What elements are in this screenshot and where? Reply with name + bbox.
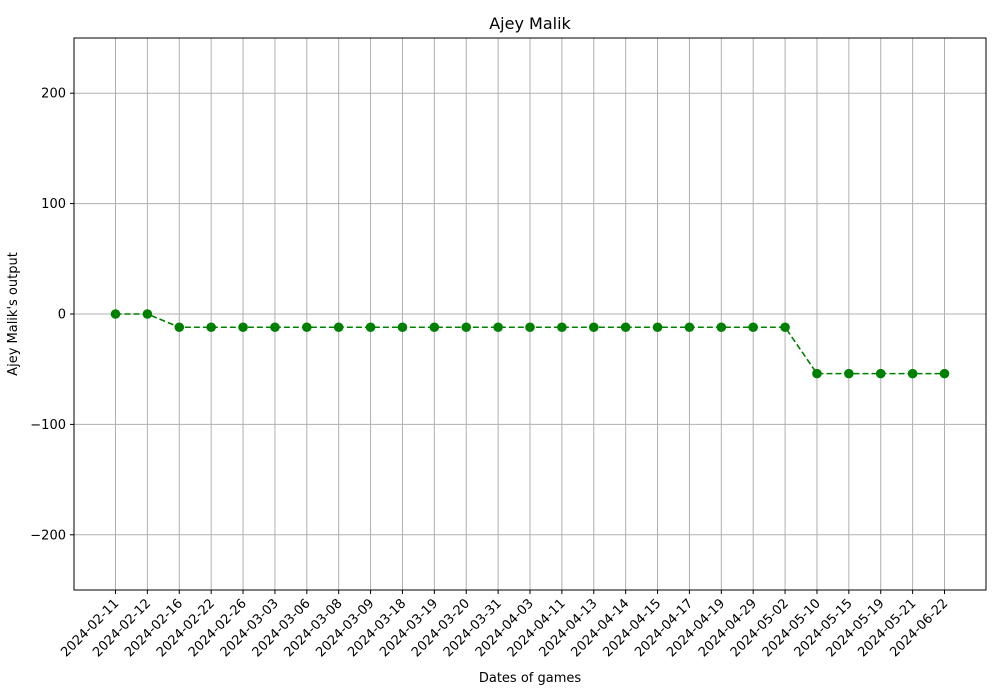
data-point xyxy=(684,322,695,333)
y-tick-label: −100 xyxy=(30,418,66,433)
data-point xyxy=(875,368,886,379)
data-point xyxy=(333,322,344,333)
x-axis-label: Dates of games xyxy=(479,671,582,686)
chart-title: Ajey Malik xyxy=(489,14,571,33)
data-point xyxy=(429,322,440,333)
data-point xyxy=(206,322,216,333)
data-point xyxy=(652,322,663,333)
data-point xyxy=(844,368,854,379)
data-point xyxy=(525,322,535,333)
data-point xyxy=(620,322,631,333)
data-point xyxy=(110,309,121,319)
y-axis-ticks: −200 −100 0 100 200 xyxy=(30,87,74,543)
data-point xyxy=(302,322,312,333)
data-point xyxy=(716,322,727,333)
data-point xyxy=(493,322,503,333)
data-point xyxy=(461,322,472,333)
y-tick-label: −200 xyxy=(30,528,66,543)
data-point xyxy=(238,322,248,333)
data-point xyxy=(588,322,599,333)
data-point xyxy=(907,368,918,379)
data-point xyxy=(780,322,790,333)
data-point xyxy=(270,322,280,333)
grid xyxy=(74,38,986,590)
y-tick-label: 0 xyxy=(58,308,66,323)
data-point xyxy=(557,322,567,333)
data-point xyxy=(365,322,376,333)
data-point xyxy=(939,368,950,379)
data-point xyxy=(748,322,758,333)
data-point xyxy=(142,309,153,319)
data-point xyxy=(174,322,185,333)
y-axis-label: Ajey Malik's output xyxy=(6,252,21,376)
y-tick-label: 200 xyxy=(41,87,66,102)
x-axis-ticks: 2024-02-112024-02-122024-02-162024-02-22… xyxy=(58,590,951,660)
y-tick-label: 100 xyxy=(41,197,66,212)
data-point xyxy=(397,322,408,333)
data-series xyxy=(110,309,950,379)
data-point xyxy=(812,368,822,379)
